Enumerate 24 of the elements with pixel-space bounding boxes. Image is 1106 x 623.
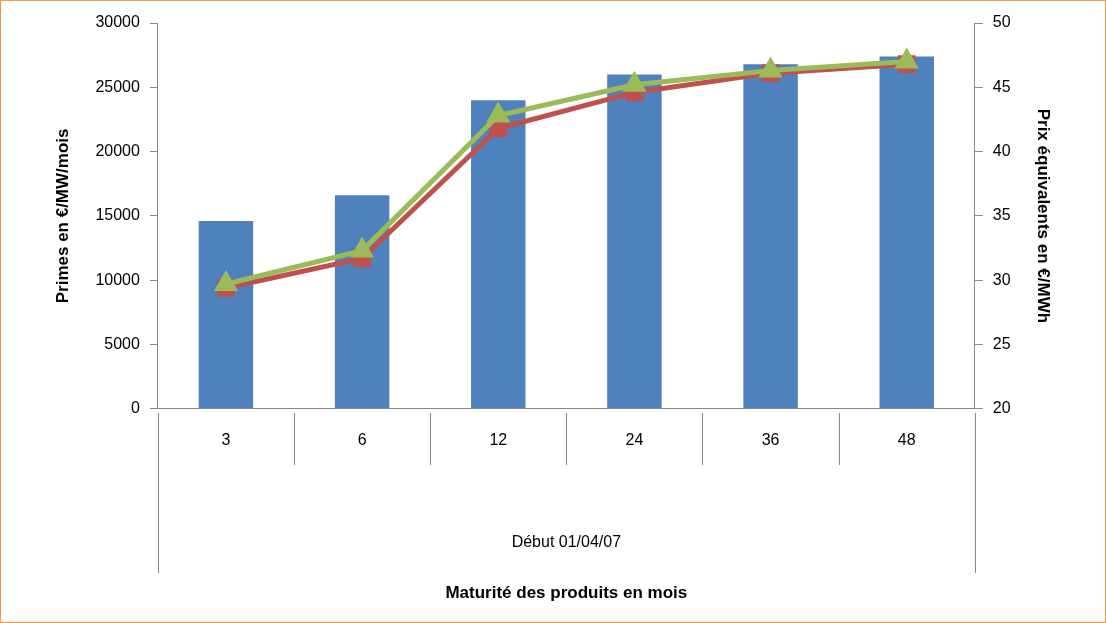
text: Maturité des produits en mois [445,583,688,603]
y-tick-label: 15000 [95,206,140,224]
y2-tick-label: 50 [992,13,1011,31]
y-tick-label: 5000 [104,334,140,352]
y-axis-title: Primes en €/MW/mois [52,128,72,304]
y2-tick-label: 45 [992,77,1011,95]
y2-tick-label: 25 [992,334,1011,352]
x-tick-label: 12 [489,430,508,448]
x-tick-label: 6 [357,430,367,448]
x-tick-label: 36 [761,430,780,448]
y-tick-label: 10000 [95,270,140,288]
y2-tick-label: 20 [992,399,1011,417]
y-tick-label: 20000 [95,142,140,160]
y2-tick-label: 30 [992,270,1011,288]
y2-axis-title: Prix équivalents en €/MWh [1034,108,1054,324]
x-tick-label: 3 [221,430,231,448]
y2-tick-label: 40 [992,142,1011,160]
y-tick-label: 25000 [95,77,140,95]
y2-tick-label: 35 [992,206,1011,224]
y-tick-label: 0 [130,399,140,417]
x-tick-label: 24 [625,430,644,448]
text: Début 01/04/07 [511,533,622,551]
y-tick-label: 30000 [95,13,140,31]
x-tick-label: 48 [897,430,916,448]
